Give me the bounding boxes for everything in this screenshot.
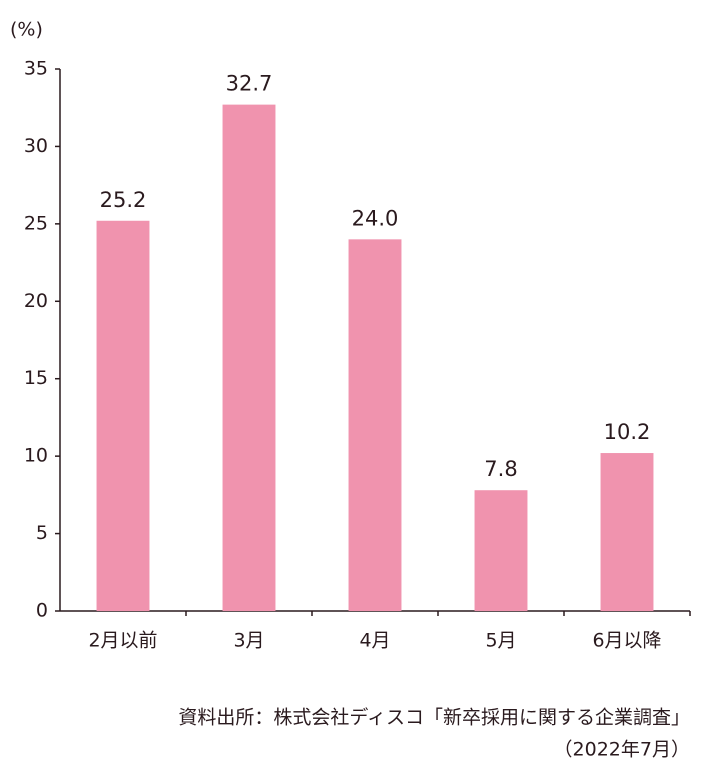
y-tick-label: 20 xyxy=(24,290,48,312)
x-tick-label: 5月 xyxy=(485,630,516,652)
bar xyxy=(348,239,402,612)
x-tick-label: 6月以降 xyxy=(592,630,661,652)
bar xyxy=(474,490,528,611)
bar xyxy=(600,453,654,611)
y-tick-label: 15 xyxy=(24,367,48,389)
y-tick-label: 25 xyxy=(24,212,48,234)
data-label: 10.2 xyxy=(604,420,651,444)
x-tick-label: 3月 xyxy=(233,630,264,652)
x-tick-label: 4月 xyxy=(359,630,390,652)
y-tick-label: 10 xyxy=(24,445,48,467)
y-tick-label: 35 xyxy=(24,58,48,80)
bar xyxy=(222,104,276,612)
bar xyxy=(96,220,150,611)
y-tick-label: 30 xyxy=(24,135,48,157)
data-label: 32.7 xyxy=(226,72,273,96)
y-tick-label: 5 xyxy=(36,522,48,544)
y-axis-label: (%) xyxy=(10,19,43,41)
data-label: 24.0 xyxy=(352,206,399,230)
source-note: 資料出所：株式会社ディスコ「新卒採用に関する企業調査」 xyxy=(178,707,690,729)
source-note: （2022年7月） xyxy=(554,739,690,761)
data-label: 25.2 xyxy=(100,188,147,212)
data-label: 7.8 xyxy=(484,457,517,481)
y-tick-label: 0 xyxy=(36,600,48,622)
x-tick-label: 2月以前 xyxy=(88,630,157,652)
